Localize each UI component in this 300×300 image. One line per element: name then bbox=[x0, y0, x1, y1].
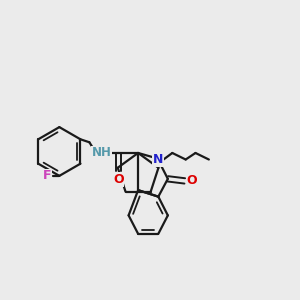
Text: O: O bbox=[187, 174, 197, 188]
Text: N: N bbox=[153, 153, 164, 166]
Text: F: F bbox=[43, 169, 51, 182]
Text: NH: NH bbox=[92, 146, 112, 160]
Text: O: O bbox=[113, 173, 124, 186]
